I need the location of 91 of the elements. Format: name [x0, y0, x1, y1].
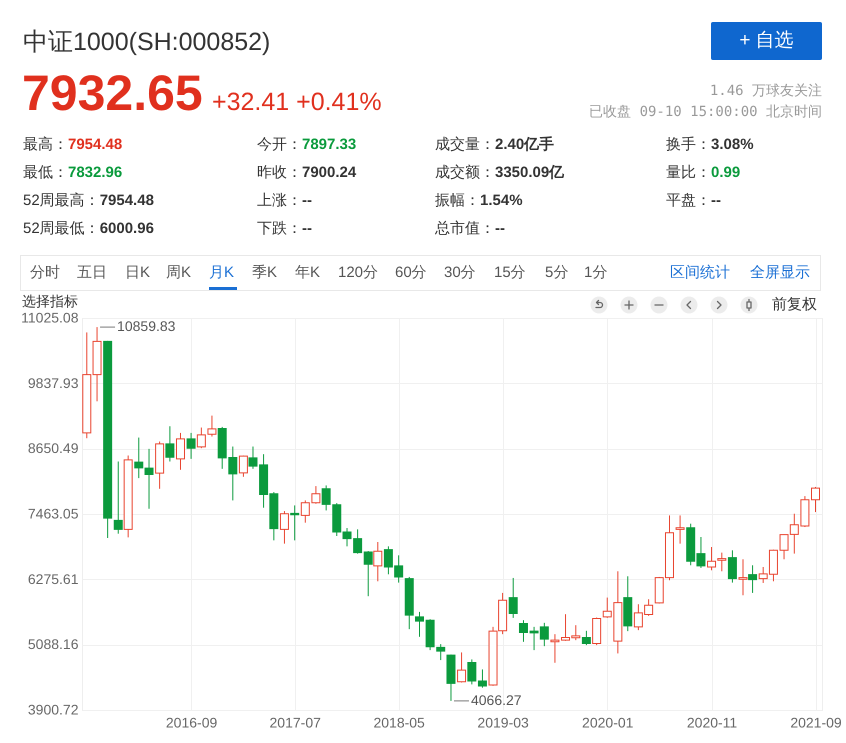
y-tick-label: 11025.08 [21, 310, 79, 326]
text: 5分 [545, 264, 568, 282]
candlestick [707, 546, 716, 571]
y-tick-label: 9837.93 [28, 374, 79, 391]
text: 上涨： [257, 192, 302, 209]
text: 已收盘 09-10 15:00:00 北京时间 [589, 104, 822, 120]
text: 分时 [30, 264, 60, 282]
text: 今开： [257, 136, 302, 153]
text: 量比： [666, 164, 711, 181]
text: 15分 [494, 264, 526, 282]
text: 最低： [23, 164, 68, 181]
candlestick [228, 446, 238, 501]
candlestick [717, 552, 726, 572]
candlestick [582, 630, 591, 646]
text: 振幅： [435, 192, 480, 209]
text: 0.99 [711, 164, 740, 181]
text: 1.54% [480, 192, 523, 209]
text: 五日 [77, 264, 107, 282]
text: 7932.65 [22, 65, 203, 121]
text: 周K [166, 264, 192, 282]
text: 日K [125, 264, 150, 282]
text: 7897.33 [302, 136, 356, 153]
text: -- [495, 220, 505, 237]
text: 2.40亿手 [495, 136, 554, 153]
annotation: 10859.83 [117, 318, 176, 334]
text: 昨收： [257, 164, 302, 181]
text: 7954.48 [68, 136, 122, 153]
text: 成交量： [435, 136, 495, 153]
annotation: 4066.27 [470, 692, 522, 708]
text: 总市值： [435, 220, 495, 237]
chart-title: 中证1000(SH:000852) [23, 28, 270, 56]
candlestick [322, 484, 331, 511]
text: 6000.96 [100, 220, 154, 237]
y-tick-label: 7463.05 [28, 505, 79, 522]
text: 成交额： [435, 164, 495, 181]
candlestick [196, 427, 206, 449]
x-tick-label: 2019-03 [477, 714, 530, 730]
text: +32.41 +0.41% [212, 88, 382, 116]
x-tick-label: 2016-09 [166, 714, 218, 730]
add-button: + 自选 [711, 22, 822, 60]
text: 30分 [444, 264, 476, 282]
candlestick [238, 455, 248, 478]
candlestick [290, 504, 300, 541]
candlestick [602, 597, 612, 618]
text: 下跌： [257, 220, 302, 237]
text: 前复权 [772, 296, 817, 314]
text: 3.08% [711, 136, 754, 153]
candlestick [738, 558, 748, 596]
text: 全屏显示 [750, 264, 810, 282]
text: 年K [295, 264, 320, 282]
candlestick [280, 510, 289, 544]
text: -- [711, 192, 721, 209]
candlestick [373, 542, 382, 582]
candlestick [728, 550, 737, 584]
text: 季K [252, 264, 278, 282]
y-tick-label: 6275.61 [28, 570, 79, 587]
text: 52周最低： [23, 220, 100, 237]
candlestick [186, 432, 196, 460]
x-tick-label: 2018-05 [373, 714, 426, 730]
text: 3350.09亿 [495, 164, 564, 181]
text: 1.46 万球友关注 [710, 83, 822, 99]
text: 52周最高： [23, 192, 100, 209]
text: 最高： [23, 136, 68, 153]
candlestick [748, 564, 758, 594]
text: -- [302, 220, 312, 237]
candlestick [508, 577, 518, 618]
text: 月K [209, 264, 234, 282]
text: 7900.24 [302, 164, 356, 181]
y-tick-label: 3900.72 [28, 702, 79, 718]
candlestick [176, 432, 185, 470]
candlestick [165, 426, 174, 462]
text: 60分 [395, 264, 427, 282]
candlestick [207, 415, 216, 438]
y-tick-label: 5088.16 [28, 636, 79, 652]
x-tick-label: 2017-07 [270, 714, 322, 730]
x-tick-label: 2020-01 [582, 714, 634, 730]
text: 120分 [338, 264, 378, 282]
text: 平盘： [666, 192, 711, 209]
text: 选择指标 [22, 293, 78, 309]
candlestick [676, 514, 685, 544]
y-tick-label: 8650.49 [28, 440, 79, 456]
text: 1分 [584, 264, 608, 282]
candlestick [457, 652, 466, 684]
text: 换手： [666, 136, 711, 153]
x-tick-label: 2020-11 [686, 714, 738, 730]
text: 7832.96 [68, 164, 122, 181]
text: 7954.48 [100, 192, 154, 209]
text: 区间统计 [670, 264, 730, 282]
text: -- [302, 192, 312, 209]
candlestick [114, 461, 123, 534]
x-tick-label: 2021-09 [790, 714, 842, 730]
